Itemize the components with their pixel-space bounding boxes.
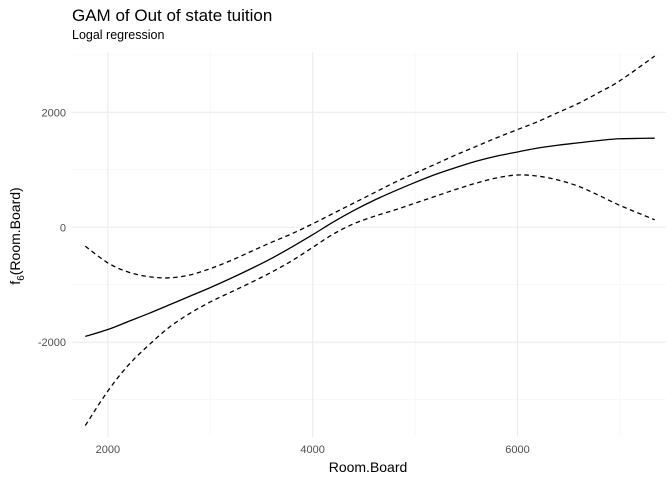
y-tick-label: 0 — [60, 222, 66, 234]
series-lower-band-line — [84, 174, 655, 426]
x-axis-ticks: 2000 4000 6000 — [96, 444, 530, 456]
y-tick-label: 2000 — [42, 107, 66, 119]
series-layer — [84, 55, 656, 426]
y-axis-title-main: f — [7, 281, 23, 285]
series-estimate-line — [85, 137, 655, 338]
x-tick-label: 4000 — [300, 444, 324, 456]
series-upper-band-line — [84, 55, 656, 279]
grid — [72, 52, 666, 437]
x-axis-title: Room.Board — [329, 459, 408, 475]
chart-title: GAM of Out of state tuition — [72, 6, 272, 25]
x-tick-label: 6000 — [505, 444, 529, 456]
y-tick-label: -2000 — [38, 337, 66, 349]
chart-subtitle: Logal regression — [72, 28, 164, 42]
y-axis-title-subscript: 6 — [16, 275, 27, 281]
x-tick-label: 2000 — [96, 444, 120, 456]
y-axis-ticks: -2000 0 2000 — [38, 107, 66, 349]
y-axis-title-argument: (Room.Board) — [7, 187, 23, 275]
y-axis-title: f6(Room.Board) — [7, 187, 27, 284]
